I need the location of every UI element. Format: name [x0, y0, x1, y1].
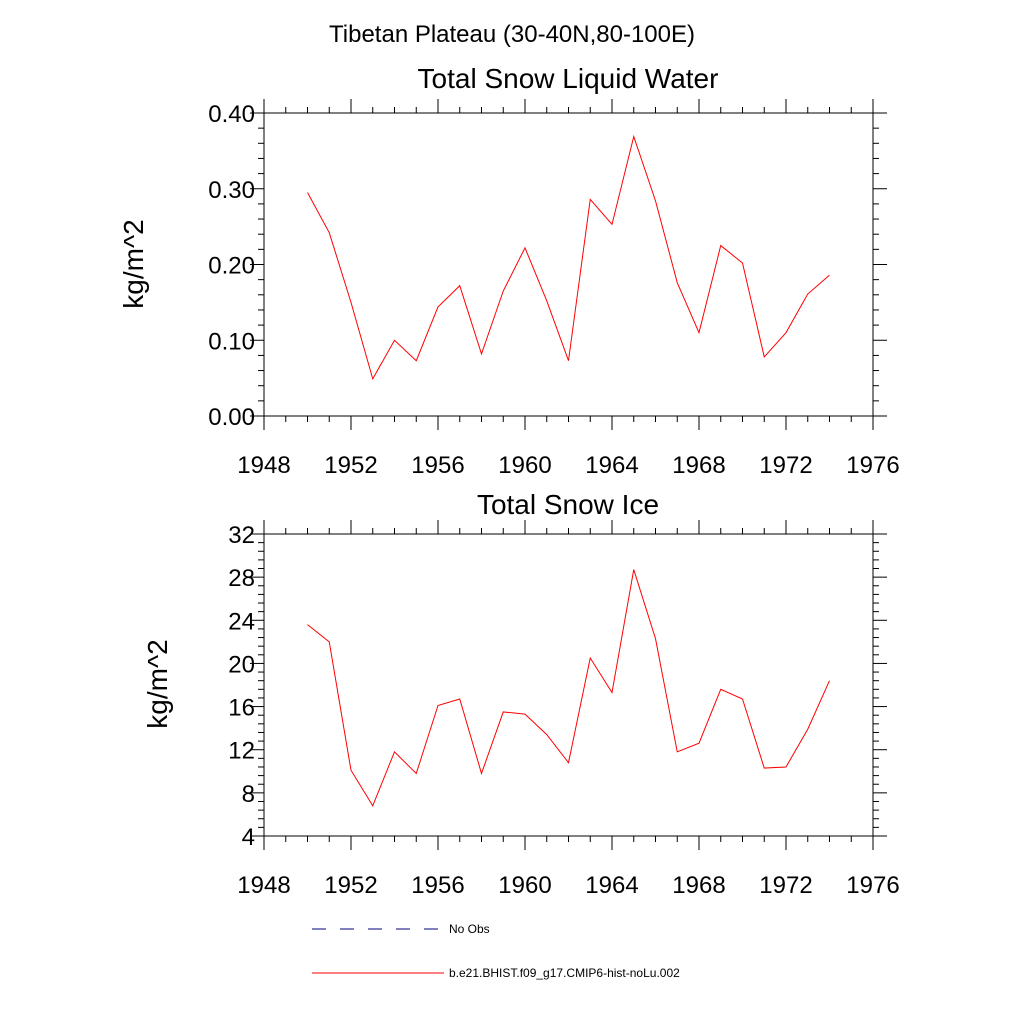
x-tick-label: 1972 — [759, 872, 812, 899]
x-tick-label: 1948 — [237, 872, 290, 899]
x-tick-label: 1956 — [411, 872, 464, 899]
x-tick-label: 1968 — [672, 872, 725, 899]
legend-label-no-obs: No Obs — [449, 922, 490, 936]
legend-label-model: b.e21.BHIST.f09_g17.CMIP6-hist-noLu.002 — [449, 966, 680, 980]
series-line — [307, 134, 830, 381]
x-tick-label: 1960 — [498, 872, 551, 899]
y-axis-label: kg/m^2 — [142, 639, 173, 728]
panel-title: Total Snow Ice — [477, 489, 659, 520]
x-tick-label: 1964 — [585, 872, 638, 899]
y-tick-label: 16 — [228, 695, 255, 722]
x-tick-label: 1976 — [846, 872, 899, 899]
y-tick-label: 0.00 — [208, 404, 255, 431]
y-tick-label: 24 — [228, 608, 255, 635]
y-tick-label: 4 — [242, 824, 255, 851]
x-tick-label: 1964 — [585, 452, 638, 479]
y-tick-label: 32 — [228, 522, 255, 549]
x-tick-label: 1956 — [411, 452, 464, 479]
plot-frame — [263, 533, 874, 837]
y-tick-label: 0.30 — [208, 177, 255, 204]
x-tick-label: 1952 — [324, 452, 377, 479]
y-tick-label: 0.10 — [208, 328, 255, 355]
y-tick-label: 8 — [242, 781, 255, 808]
legend: No Obs b.e21.BHIST.f09_g17.CMIP6-hist-no… — [312, 922, 680, 980]
panel-title: Total Snow Liquid Water — [418, 63, 719, 94]
y-tick-label: 0.40 — [208, 101, 255, 128]
y-tick-label: 28 — [228, 565, 255, 592]
y-tick-label: 12 — [228, 738, 255, 765]
x-tick-label: 1968 — [672, 452, 725, 479]
figure-suptitle: Tibetan Plateau (30-40N,80-100E) — [329, 21, 695, 48]
plot-frame — [263, 112, 874, 417]
y-tick-label: 20 — [228, 651, 255, 678]
x-tick-label: 1960 — [498, 452, 551, 479]
x-tick-label: 1972 — [759, 452, 812, 479]
panel-snow-liquid-water: Total Snow Liquid Water kg/m^2 1948 1952 1… — [118, 63, 900, 479]
x-tick-label: 1976 — [846, 452, 899, 479]
panel-snow-ice: Total Snow Ice kg/m^2 1948 1952 1956 1960 19… — [142, 489, 900, 899]
series-line — [307, 569, 830, 807]
x-tick-label: 1948 — [237, 452, 290, 479]
x-tick-label: 1952 — [324, 872, 377, 899]
y-axis-label: kg/m^2 — [118, 219, 149, 308]
y-tick-label: 0.20 — [208, 253, 255, 280]
